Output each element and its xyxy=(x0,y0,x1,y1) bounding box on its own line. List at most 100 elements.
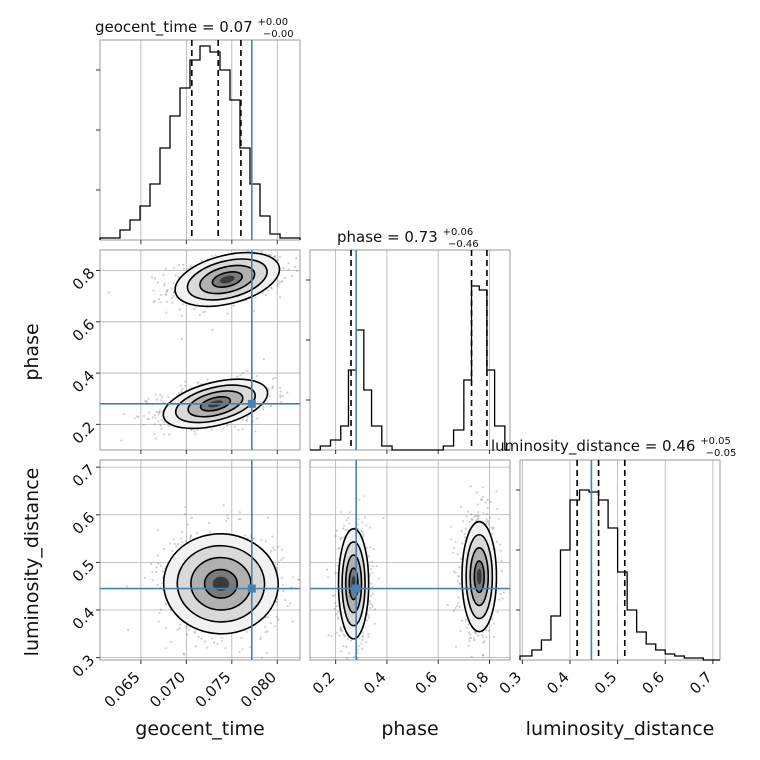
scatter-point xyxy=(172,291,175,295)
x-tick-label: 0.075 xyxy=(192,668,235,711)
scatter-point xyxy=(471,518,474,521)
scatter-point xyxy=(490,617,494,620)
scatter-point xyxy=(238,650,241,653)
scatter-point xyxy=(489,500,492,504)
scatter-point xyxy=(255,374,259,378)
corner-panels: 0.3 0.4 0.5 0.6 0.70.20.40.60.80.30.40.50.60… xyxy=(69,39,721,711)
scatter-point xyxy=(282,267,285,270)
contour-line xyxy=(187,390,244,418)
scatter-point xyxy=(458,605,462,609)
scatter-point xyxy=(208,521,211,525)
scatter-point xyxy=(220,639,223,642)
scatter-point xyxy=(158,611,161,615)
scatter-point xyxy=(172,281,175,285)
scatter-point xyxy=(168,542,172,545)
scatter-point xyxy=(480,498,484,501)
scatter-point xyxy=(273,255,276,258)
scatter-point xyxy=(453,570,456,573)
scatter-point xyxy=(154,437,157,440)
scatter-point xyxy=(269,244,271,246)
scatter-point xyxy=(454,571,457,574)
scatter-point xyxy=(274,625,277,628)
scatter-point xyxy=(259,638,262,641)
scatter-point xyxy=(211,254,214,258)
scatter-point xyxy=(458,582,461,585)
scatter-point xyxy=(369,594,373,598)
scatter-point xyxy=(282,589,285,593)
x-tick-label: 0.4 xyxy=(543,668,573,698)
scatter-point xyxy=(469,485,472,488)
scatter-point xyxy=(153,414,156,417)
scatter-point xyxy=(184,380,187,383)
scatter-point xyxy=(339,510,342,513)
scatter-point xyxy=(244,247,246,249)
scatter-point xyxy=(241,418,244,421)
scatter-point xyxy=(487,629,490,632)
scatter-point xyxy=(338,634,341,637)
scatter-point xyxy=(147,397,150,400)
scatter-point xyxy=(291,576,295,579)
scatter-point xyxy=(296,269,299,272)
scatter-point xyxy=(467,644,470,647)
scatter-point xyxy=(260,538,263,541)
scatter-point xyxy=(156,583,159,587)
scatter-point xyxy=(287,262,290,265)
scatter-point xyxy=(145,399,148,403)
scatter-point xyxy=(457,596,460,599)
scatter-point xyxy=(241,427,244,431)
scatter-point xyxy=(343,524,346,527)
scatter-point xyxy=(377,577,380,580)
scatter-point xyxy=(120,439,123,442)
scatter-point xyxy=(179,623,182,626)
scatter-point xyxy=(149,563,153,566)
scatter-point xyxy=(261,291,265,294)
scatter-point xyxy=(495,540,498,543)
scatter-point xyxy=(151,579,154,582)
scatter-point xyxy=(226,312,229,315)
x-tick-label: 0.8 xyxy=(463,668,493,698)
scatter-point xyxy=(481,486,484,489)
scatter-point xyxy=(492,526,495,529)
scatter-point xyxy=(340,650,343,653)
scatter-point xyxy=(241,371,244,375)
scatter-point xyxy=(249,645,252,649)
scatter-point xyxy=(164,267,167,270)
scatter-point xyxy=(293,265,297,268)
contour-line xyxy=(473,560,485,594)
scatter-point xyxy=(497,517,500,520)
scatter-point xyxy=(273,255,277,258)
scatter-point xyxy=(155,566,158,569)
scatter-point xyxy=(341,630,344,633)
scatter-point xyxy=(467,510,470,513)
scatter-point xyxy=(247,250,250,253)
y-tick-label: 0.8 xyxy=(69,264,99,294)
scatter-point xyxy=(314,266,316,268)
scatter-point xyxy=(470,655,473,658)
scatter-point xyxy=(470,518,473,521)
scatter-point xyxy=(368,526,372,529)
scatter-point xyxy=(491,532,494,535)
scatter-point xyxy=(348,511,352,514)
scatter-point xyxy=(500,569,503,573)
scatter-point xyxy=(226,517,230,520)
scatter-point xyxy=(482,511,485,514)
scatter-point xyxy=(498,598,501,601)
scatter-point xyxy=(283,276,286,280)
scatter-point xyxy=(238,511,241,514)
scatter-point xyxy=(181,531,184,534)
scatter-point xyxy=(190,516,193,519)
scatter-point xyxy=(347,659,350,660)
ylabel-phase: phase xyxy=(21,323,43,380)
scatter-point xyxy=(167,424,170,427)
scatter-point xyxy=(181,387,184,391)
scatter-point xyxy=(361,634,364,637)
scatter-point xyxy=(270,549,273,553)
y-tick-label: 0.2 xyxy=(69,418,99,448)
scatter-point xyxy=(165,603,168,606)
contour-line xyxy=(174,384,256,424)
scatter-point xyxy=(485,629,488,632)
scatter-point xyxy=(271,535,274,538)
scatter-point xyxy=(159,608,162,611)
scatter-point xyxy=(154,393,157,396)
